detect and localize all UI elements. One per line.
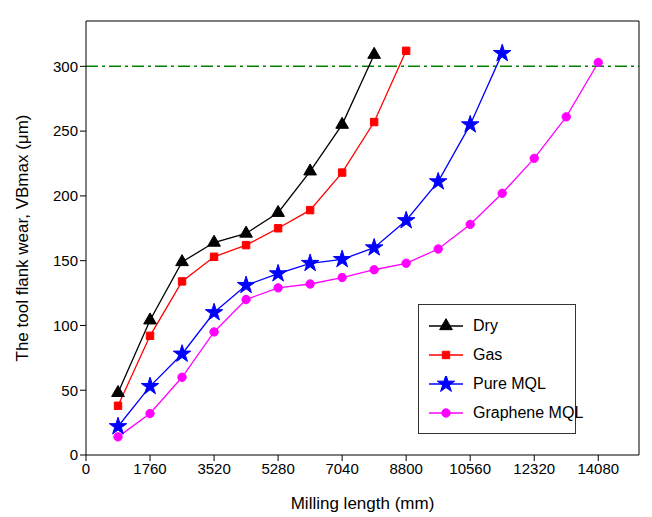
- svg-text:The tool flank wear, VBmax (μm: The tool flank wear, VBmax (μm): [13, 115, 32, 362]
- svg-text:250: 250: [53, 122, 78, 139]
- svg-text:12320: 12320: [513, 460, 555, 477]
- html-text:Gas: Gas: [473, 345, 503, 363]
- svg-text:0: 0: [82, 460, 90, 477]
- svg-text:200: 200: [53, 187, 78, 204]
- svg-text:0: 0: [70, 446, 78, 463]
- svg-text:150: 150: [53, 252, 78, 269]
- svg-text:5280: 5280: [261, 460, 294, 477]
- svg-text:10560: 10560: [449, 460, 491, 477]
- svg-text:1760: 1760: [133, 460, 166, 477]
- svg-text:300: 300: [53, 58, 78, 75]
- svg-text:14080: 14080: [577, 460, 619, 477]
- svg-text:100: 100: [53, 317, 78, 334]
- svg-text:3520: 3520: [197, 460, 230, 477]
- html-text:Dry: Dry: [473, 316, 498, 334]
- svg-text:7040: 7040: [325, 460, 358, 477]
- svg-text:Milling length (mm): Milling length (mm): [291, 494, 435, 513]
- svg-text:8800: 8800: [389, 460, 422, 477]
- html-text:Pure MQL: Pure MQL: [473, 374, 546, 392]
- html-text:Graphene MQL: Graphene MQL: [473, 403, 584, 421]
- svg-text:50: 50: [61, 382, 78, 399]
